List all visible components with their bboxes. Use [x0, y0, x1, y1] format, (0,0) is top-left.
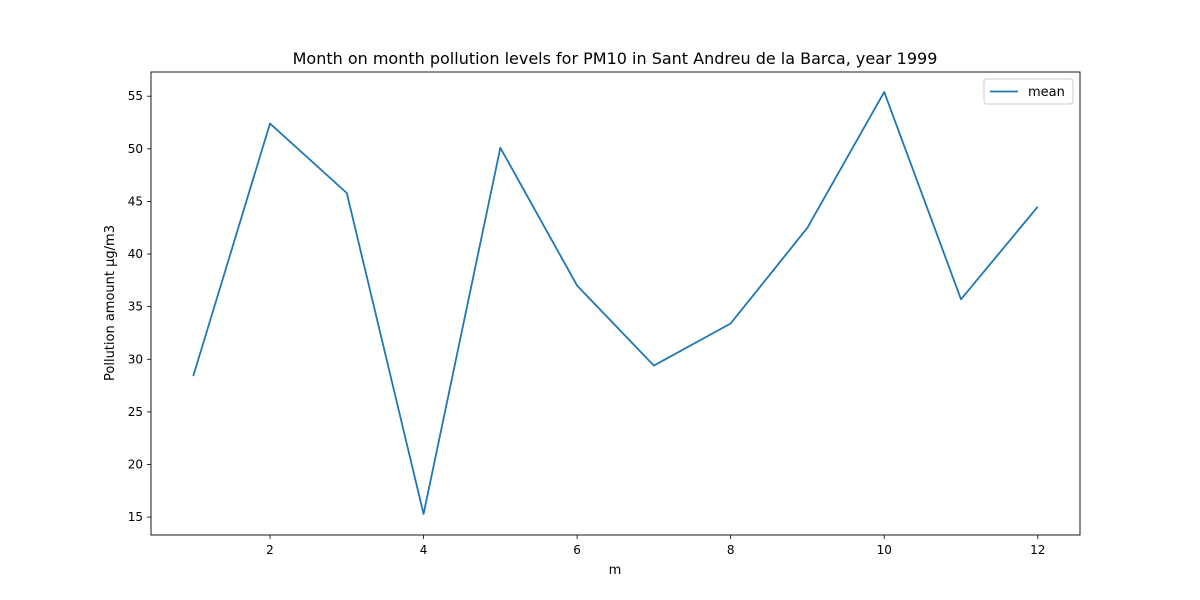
- y-tick-label: 50: [128, 142, 143, 156]
- series-line-mean: [192, 91, 1039, 515]
- x-tick-label: 2: [266, 543, 274, 557]
- y-tick-label: 40: [128, 247, 143, 261]
- y-tick-label: 45: [128, 194, 143, 208]
- y-tick-label: 55: [128, 89, 143, 103]
- legend-label: mean: [1028, 85, 1065, 100]
- x-tick-label: 6: [573, 543, 581, 557]
- plot-area: 2 4 6 8 10 12 15 20 25 30 35 40 45 50 55 mean: [128, 71, 1081, 557]
- chart-title: Month on month pollution levels for PM10…: [293, 49, 938, 68]
- x-tick-label: 12: [1030, 543, 1045, 557]
- y-tick-label: 35: [128, 300, 143, 314]
- x-tick-label: 4: [420, 543, 428, 557]
- y-tick-label: 30: [128, 352, 143, 366]
- axes-frame: [150, 71, 1081, 536]
- y-tick-label: 20: [128, 457, 143, 471]
- x-axis-label: m: [609, 563, 622, 578]
- y-tick-label: 25: [128, 405, 143, 419]
- y-axis-label: Pollution amount μg/m3: [103, 225, 118, 381]
- x-tick-label: 8: [727, 543, 735, 557]
- legend-box: [983, 78, 1074, 105]
- y-tick-label: 15: [128, 510, 143, 524]
- x-tick-label: 10: [877, 543, 892, 557]
